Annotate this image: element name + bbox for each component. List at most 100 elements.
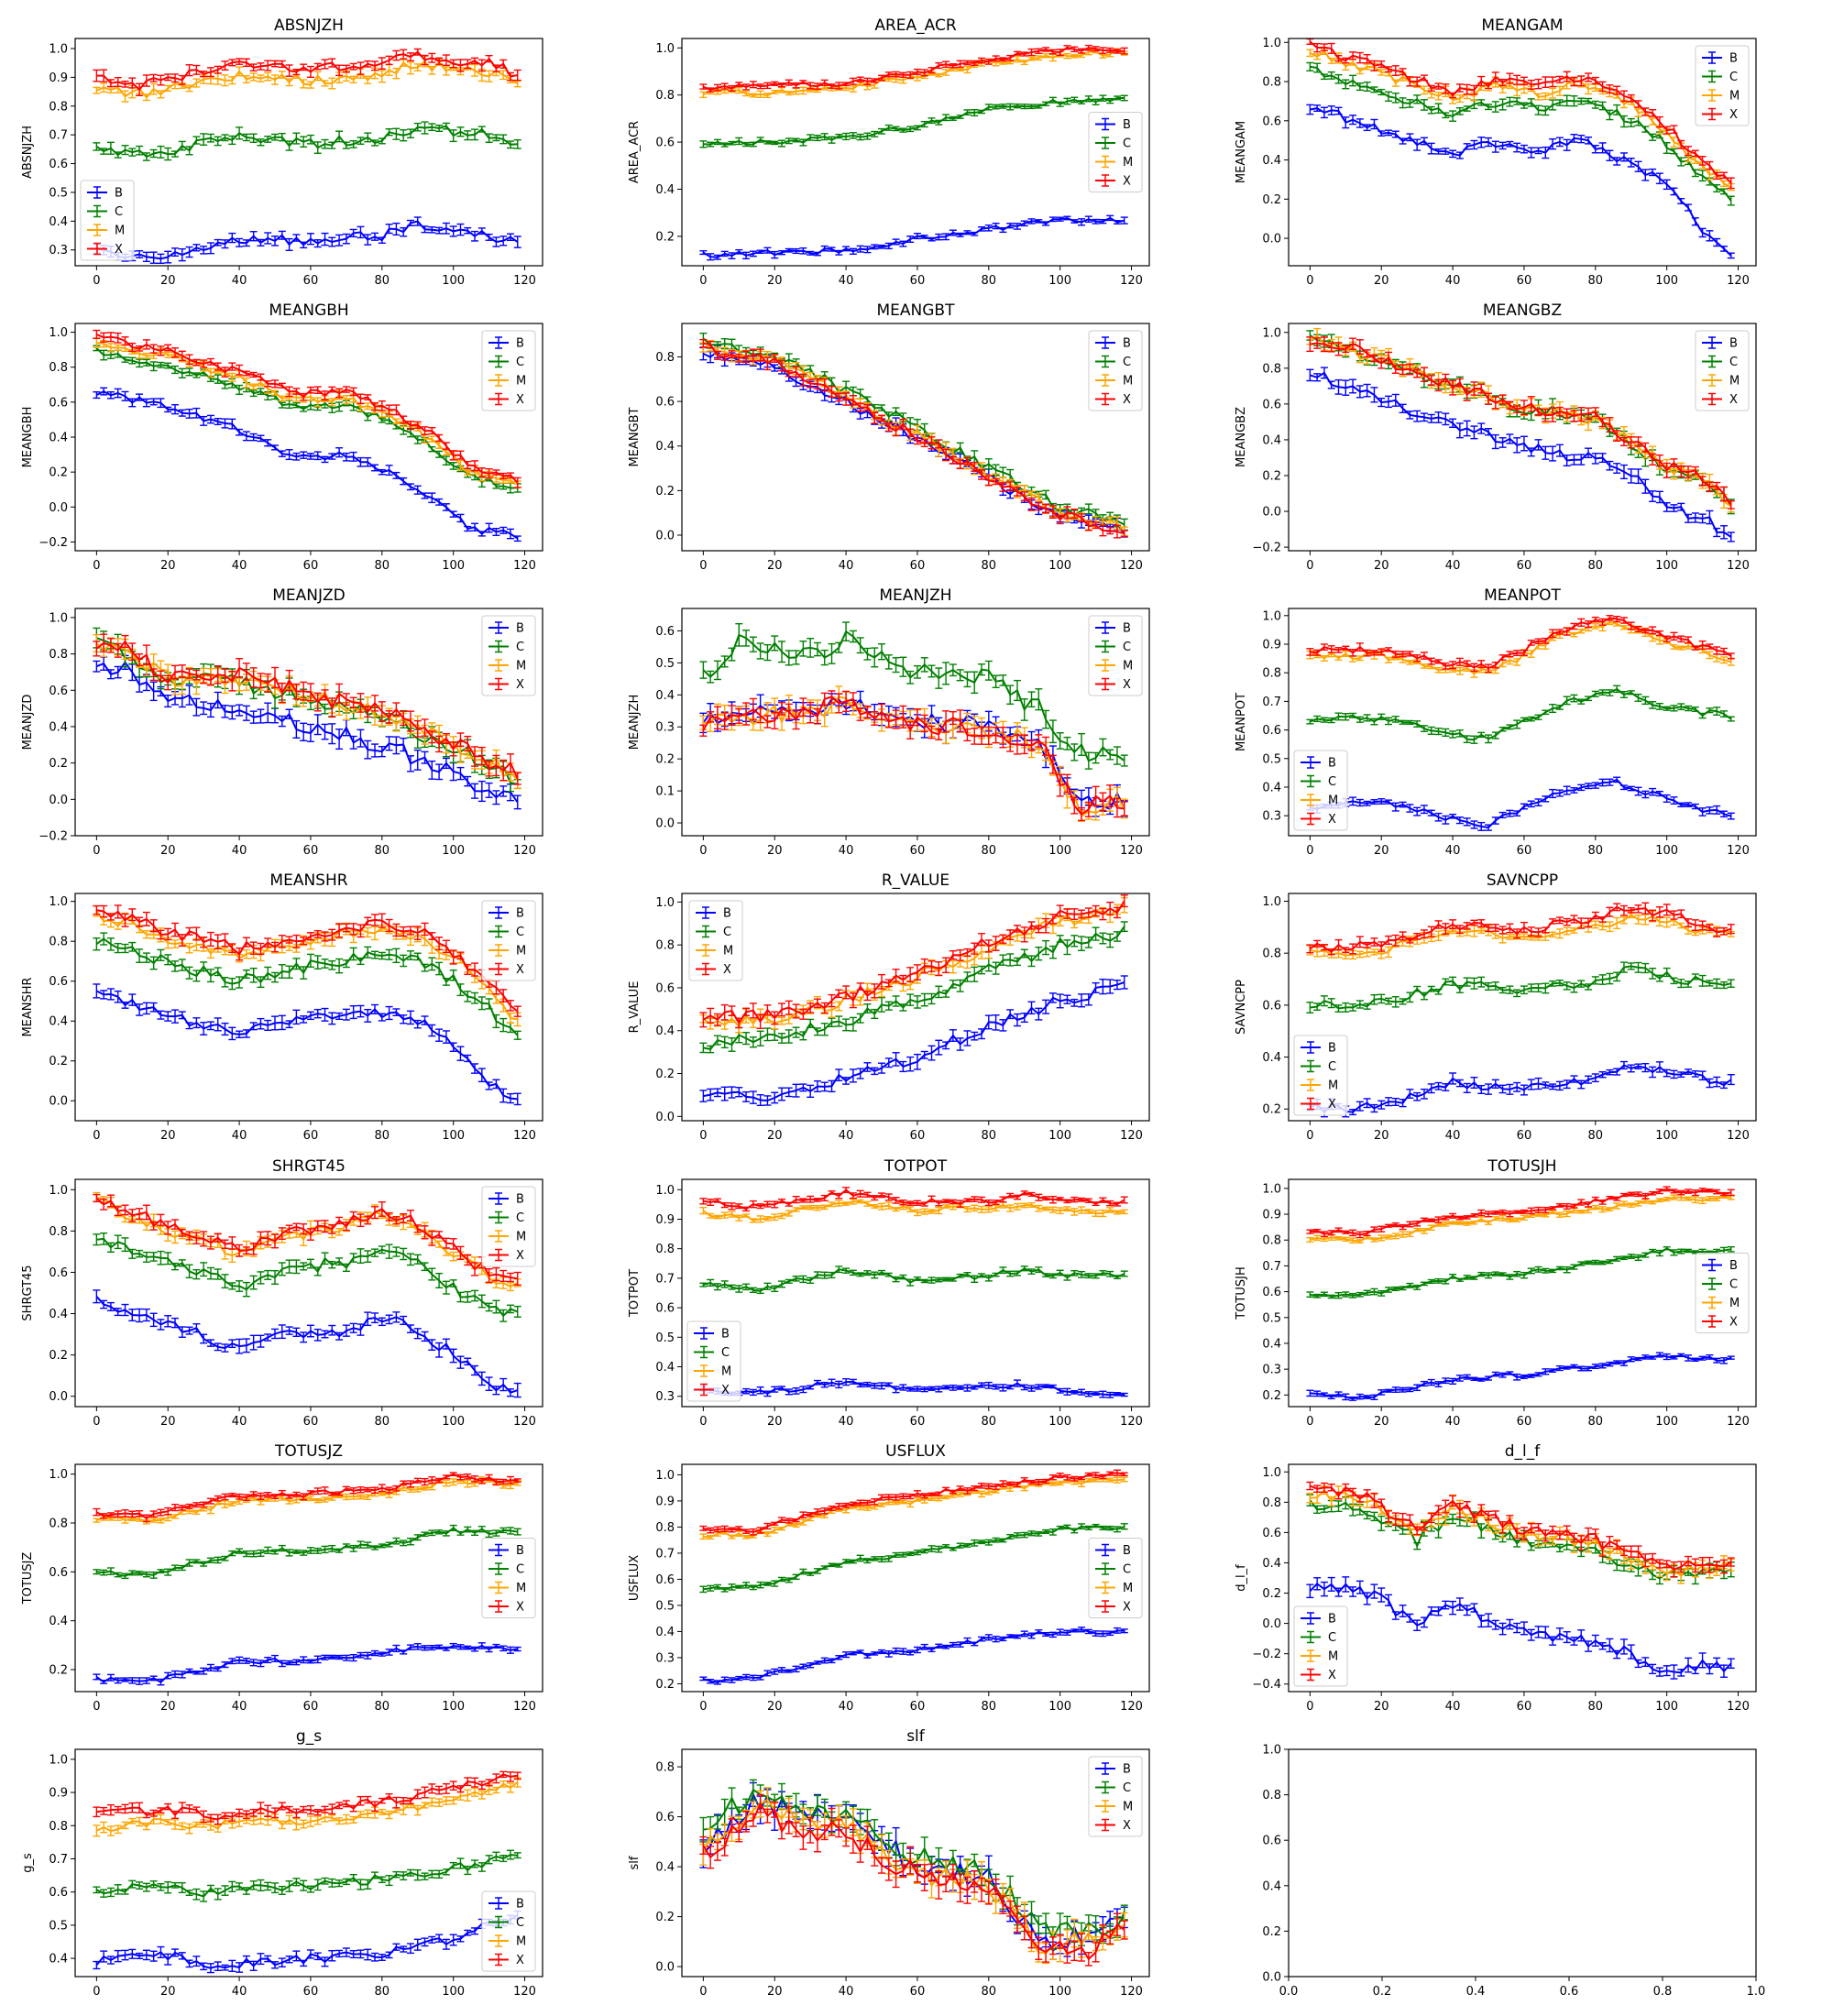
y-tick-label: 0.6 (49, 396, 68, 410)
y-tick-label: 0.0 (49, 794, 68, 807)
legend-label: X (1729, 393, 1738, 407)
x-tick-label: 60 (303, 844, 319, 858)
x-tick-label: 100 (442, 559, 465, 573)
x-tick-label: 20 (160, 274, 176, 288)
series-X (93, 329, 521, 488)
axes-frame (74, 38, 543, 267)
x-tick-label: 60 (910, 274, 926, 288)
legend-label: C (1123, 356, 1131, 369)
x-tick-label: 80 (375, 274, 390, 288)
legend-label: M (1123, 156, 1133, 170)
legend-box (1088, 112, 1143, 192)
chart-title: AREA_ACR (874, 16, 957, 35)
x-tick-label: 0 (93, 844, 100, 858)
x-tick-label: 100 (1048, 274, 1071, 288)
y-axis-label: ABSNJZH (21, 126, 35, 179)
y-tick-label: 0.2 (655, 230, 675, 244)
chart-title: MEANGBZ (1483, 301, 1562, 320)
series-line (702, 46, 1125, 92)
chart-panel-5: MEANGBZ MEANGBZ 0 20 40 60 80 100 120 −0.2 0.0 0.2 0… (1235, 301, 1757, 573)
x-tick-label: 60 (910, 559, 926, 573)
legend-box (1695, 330, 1750, 411)
series-X (93, 48, 521, 96)
x-tick-label: 20 (160, 844, 176, 858)
y-tick-label: 0.2 (49, 466, 68, 480)
y-tick-label: 1.0 (49, 611, 68, 625)
x-tick-label: 120 (513, 274, 536, 288)
y-axis-label: MEANGBZ (1235, 407, 1248, 467)
y-tick-label: 0.4 (655, 440, 675, 454)
legend-label: C (1729, 71, 1738, 84)
x-tick-label: 100 (442, 844, 465, 858)
x-tick-label: 60 (303, 274, 319, 288)
y-tick-label: −0.2 (38, 536, 68, 550)
legend-label: B (516, 337, 524, 351)
x-tick-label: 20 (160, 559, 176, 573)
chart-panel-2: MEANGAM MEANGAM 0 20 40 60 80 100 120 0.0 0.2 0.4 0.… (1235, 16, 1757, 288)
x-tick-label: 100 (442, 274, 465, 288)
legend-label: M (115, 225, 125, 238)
x-tick-label: 80 (982, 274, 997, 288)
series-B (1306, 367, 1735, 542)
chart-panel-1: AREA_ACR AREA_ACR 0 20 40 60 80 100 120 0.2 0.4 0.6… (628, 16, 1150, 288)
y-tick-label: 0.2 (1262, 193, 1281, 207)
legend-label: M (1729, 375, 1740, 389)
x-tick-label: 60 (1517, 559, 1532, 573)
x-tick-label: 40 (1445, 274, 1461, 288)
legend-label: M (1123, 375, 1133, 389)
series-line (96, 60, 519, 99)
legend-label: B (115, 187, 123, 201)
series-line (96, 342, 519, 486)
y-tick-label: 0.2 (655, 485, 675, 499)
legend-label: X (1123, 175, 1131, 189)
x-tick-label: 20 (1374, 559, 1389, 573)
legend-label: X (1123, 393, 1131, 407)
x-tick-label: 80 (1588, 559, 1604, 573)
series-line (95, 389, 519, 540)
y-tick-label: 0.2 (1262, 469, 1281, 483)
x-tick-label: 40 (1445, 559, 1461, 573)
series-B (699, 214, 1128, 261)
y-tick-label: 1.0 (49, 42, 68, 56)
series-line (96, 661, 519, 803)
y-tick-label: 0.6 (655, 137, 675, 150)
y-tick-label: 0.0 (1262, 506, 1281, 520)
y-tick-label: 0.4 (1262, 433, 1281, 447)
series-C (93, 121, 521, 161)
y-tick-label: 0.9 (49, 71, 68, 85)
legend-label: B (1729, 52, 1738, 66)
legend-box (481, 330, 536, 411)
x-tick-label: 100 (1655, 559, 1678, 573)
x-tick-label: 120 (1120, 559, 1143, 573)
y-tick-label: 0.4 (655, 183, 675, 197)
x-tick-label: 120 (513, 559, 536, 573)
y-tick-label: 0.0 (49, 501, 68, 515)
y-tick-label: 1.0 (1262, 37, 1281, 50)
axes-frame (1288, 323, 1757, 552)
x-tick-label: 100 (1655, 274, 1678, 288)
y-tick-label: 0.7 (49, 129, 68, 143)
series-line (1309, 49, 1732, 189)
y-tick-label: 0.8 (49, 100, 68, 114)
x-tick-label: 20 (1374, 274, 1389, 288)
y-tick-label: 0.4 (49, 215, 68, 229)
series-line (1310, 371, 1732, 538)
series-C (699, 94, 1128, 148)
legend-label: M (516, 375, 526, 389)
legend-box (1695, 45, 1750, 126)
x-tick-label: 40 (839, 559, 854, 573)
x-tick-label: 80 (375, 559, 390, 573)
legend-label: B (1729, 337, 1738, 351)
series-C (93, 345, 521, 494)
x-tick-label: 0 (93, 559, 100, 573)
axes-frame (681, 38, 1150, 267)
x-tick-label: 120 (513, 844, 536, 858)
series-line (703, 96, 1125, 147)
legend-label: X (1729, 108, 1738, 122)
chart-title: MEANJZD (272, 586, 346, 605)
legend-label: M (1729, 90, 1740, 104)
